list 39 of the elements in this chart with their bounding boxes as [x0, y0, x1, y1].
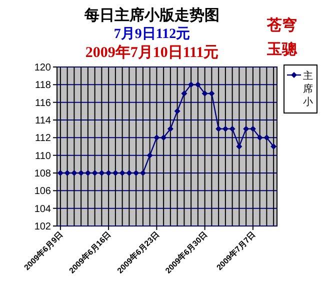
chart-title: 每日主席小版走势图 — [84, 6, 220, 24]
point — [264, 134, 270, 141]
point — [229, 126, 236, 132]
point — [64, 170, 70, 176]
y-tick-label: 118 — [35, 80, 52, 92]
point — [71, 170, 78, 176]
point — [236, 144, 242, 150]
y-tick-label: 108 — [34, 168, 52, 180]
text: 2009年7月10日111元 — [85, 44, 219, 61]
point — [202, 90, 208, 96]
point — [119, 170, 126, 176]
y-tick-label: 104 — [34, 204, 52, 215]
text: 7月9日112元 — [114, 26, 190, 42]
y-tick-label: 110 — [35, 150, 52, 162]
y-tick-label: 120 — [34, 62, 52, 74]
text: 玉骢 — [266, 41, 298, 58]
point — [160, 134, 167, 141]
point — [270, 144, 277, 150]
point — [181, 90, 188, 96]
point — [146, 152, 153, 158]
y-tick-label: 112 — [35, 133, 52, 144]
y-tick-label: 116 — [35, 98, 52, 109]
y-tick-label: 102 — [34, 222, 52, 232]
legend-label: 主席小 — [303, 70, 313, 108]
point — [174, 108, 180, 114]
point — [256, 134, 263, 141]
point — [250, 126, 256, 132]
point — [154, 134, 160, 141]
y-tick-label: 106 — [34, 186, 52, 198]
point — [222, 126, 228, 132]
point — [92, 170, 98, 176]
point — [167, 126, 174, 132]
point — [208, 90, 215, 96]
point — [216, 126, 222, 132]
point — [98, 170, 105, 176]
text: 苍穹 — [266, 16, 297, 34]
y-tick-label: 114 — [35, 116, 52, 126]
point — [126, 170, 132, 176]
point — [243, 126, 250, 132]
